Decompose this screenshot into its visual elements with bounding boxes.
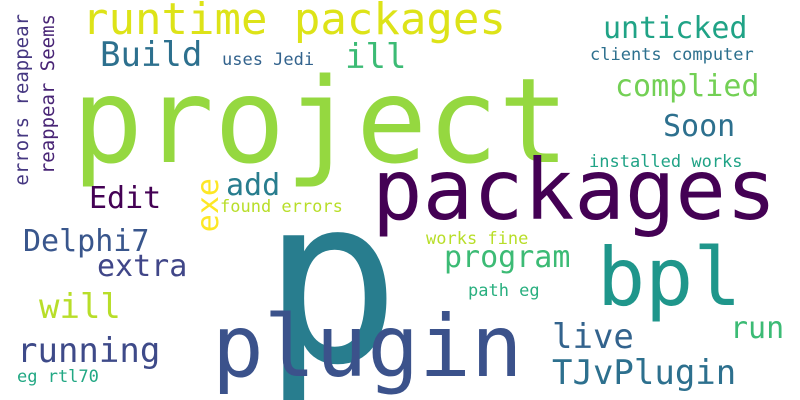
word-found-errors: found errors [220,197,343,217]
word-project: project [72,52,570,190]
word-path-eg: path eg [468,281,540,301]
word-add: add [226,168,281,203]
word-uses-jedi: uses Jedi [222,50,315,70]
word-works-fine: works fine [426,229,529,249]
word-eg-rtl70: eg rtl70 [17,367,99,387]
word-extra: extra [97,249,188,284]
word-tjvplugin: TJvPlugin [552,353,737,393]
word-unticked: unticked [603,11,748,46]
word-packages: packages [372,141,777,239]
word-installed-works: installed works [589,152,743,172]
word-bpl: bpl [597,231,742,324]
word-errors-reappear: errors reappear [11,14,33,186]
word-run: run [730,311,785,346]
word-running: running [17,331,161,371]
word-will: will [39,287,121,327]
word-p: p [262,149,401,400]
word-clients-computer: clients computer [590,45,754,65]
word-soon: Soon [663,109,736,144]
word-build: Build [100,35,203,75]
word-live: live [552,317,634,357]
word-program: program [444,240,571,275]
word-edit: Edit [89,181,162,216]
word-delphi7: Delphi7 [23,224,150,259]
word-ill: ill [345,37,407,77]
word-reappear-seems: reappear Seems [37,14,59,175]
word-complied: complied [615,69,760,104]
word-plugin: plugin [212,297,523,397]
word-runtime-packages: runtime packages [82,0,506,45]
